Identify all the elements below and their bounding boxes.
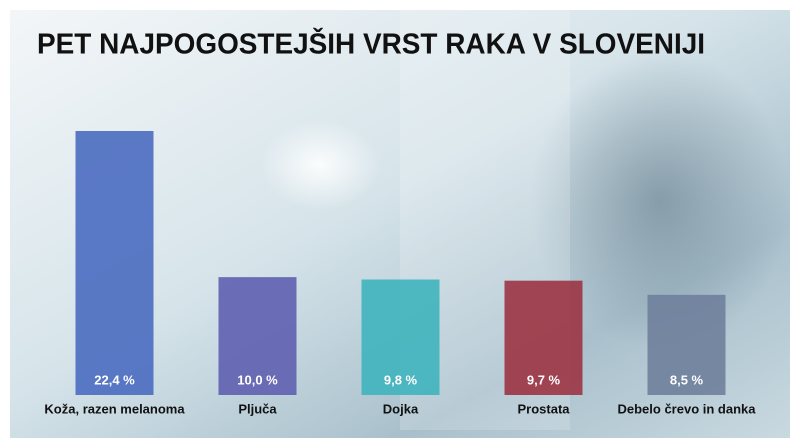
bar bbox=[504, 280, 583, 395]
background-shade bbox=[530, 50, 790, 350]
x-tick-label: Prostata bbox=[517, 401, 570, 416]
bar bbox=[647, 294, 726, 395]
bar bbox=[218, 277, 297, 395]
x-tick-label: Koža, razen melanoma bbox=[44, 401, 185, 416]
value-label: 10,0 % bbox=[237, 372, 278, 387]
chart-title: PET NAJPOGOSTEJŠIH VRST RAKA V SLOVENIJI bbox=[37, 27, 705, 61]
value-label: 8,5 % bbox=[670, 372, 704, 387]
background-glow bbox=[260, 120, 380, 210]
bar bbox=[361, 279, 440, 395]
value-label: 9,8 % bbox=[384, 372, 418, 387]
value-label: 9,7 % bbox=[527, 372, 561, 387]
x-tick-label: Dojka bbox=[383, 401, 419, 416]
bar bbox=[75, 131, 154, 395]
x-tick-label: Pljuča bbox=[238, 401, 277, 416]
value-label: 22,4 % bbox=[94, 372, 135, 387]
x-tick-label: Debelo črevo in danka bbox=[618, 401, 757, 416]
